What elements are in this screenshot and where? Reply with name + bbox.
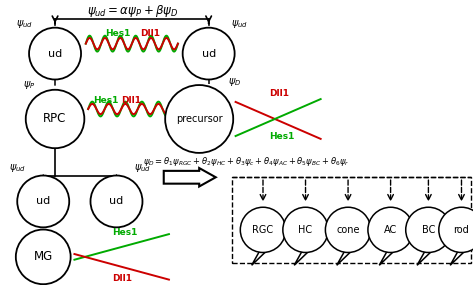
Ellipse shape <box>406 207 451 253</box>
Text: HC: HC <box>299 225 312 235</box>
Polygon shape <box>417 251 432 265</box>
Text: Hes1: Hes1 <box>112 228 137 237</box>
Text: Hes1: Hes1 <box>105 29 130 38</box>
Ellipse shape <box>182 28 235 80</box>
Polygon shape <box>450 251 465 265</box>
Ellipse shape <box>91 176 143 227</box>
Text: AC: AC <box>384 225 397 235</box>
Text: BC: BC <box>422 225 435 235</box>
Polygon shape <box>337 251 351 265</box>
Ellipse shape <box>439 207 474 253</box>
Text: ud: ud <box>48 49 62 59</box>
Text: $\psi_P$: $\psi_P$ <box>23 79 35 91</box>
Text: $\psi_D$: $\psi_D$ <box>228 76 241 88</box>
Text: Hes1: Hes1 <box>269 132 294 140</box>
Text: $\psi_{ud}$: $\psi_{ud}$ <box>16 18 33 30</box>
Bar <box>232 177 471 263</box>
Ellipse shape <box>368 207 413 253</box>
Ellipse shape <box>16 230 71 284</box>
Ellipse shape <box>26 90 84 148</box>
Text: RGC: RGC <box>253 225 273 235</box>
Ellipse shape <box>17 176 69 227</box>
Text: RPC: RPC <box>43 112 67 126</box>
Text: Dll1: Dll1 <box>269 89 289 98</box>
Text: $\psi_{ud} = \alpha\psi_P + \beta\psi_D$: $\psi_{ud} = \alpha\psi_P + \beta\psi_D$ <box>87 3 179 19</box>
Ellipse shape <box>165 85 233 153</box>
FancyArrow shape <box>164 168 216 186</box>
Polygon shape <box>252 251 266 265</box>
Text: Dll1: Dll1 <box>112 274 132 283</box>
Ellipse shape <box>240 207 286 253</box>
Text: MG: MG <box>34 250 53 263</box>
Text: rod: rod <box>454 225 469 235</box>
Text: cone: cone <box>337 225 360 235</box>
Text: Hes1: Hes1 <box>93 96 118 105</box>
Text: Dll1: Dll1 <box>121 96 141 105</box>
Text: Dll1: Dll1 <box>140 29 160 38</box>
Polygon shape <box>294 251 309 265</box>
Text: ud: ud <box>36 196 50 206</box>
Text: precursor: precursor <box>176 114 222 124</box>
Ellipse shape <box>29 28 81 80</box>
Text: $\psi_D = \theta_1\psi_{RGC} + \theta_2\psi_{HC} + \theta_3\psi_c + \theta_4\psi: $\psi_D = \theta_1\psi_{RGC} + \theta_2\… <box>143 155 350 168</box>
Ellipse shape <box>283 207 328 253</box>
Polygon shape <box>379 251 394 265</box>
Text: $\psi_{ud}$: $\psi_{ud}$ <box>231 18 248 30</box>
Text: $\psi_{ud}$: $\psi_{ud}$ <box>9 162 26 174</box>
Text: ud: ud <box>109 196 124 206</box>
Text: $\psi_{ud}$: $\psi_{ud}$ <box>134 162 151 174</box>
Text: ud: ud <box>201 49 216 59</box>
Ellipse shape <box>325 207 371 253</box>
